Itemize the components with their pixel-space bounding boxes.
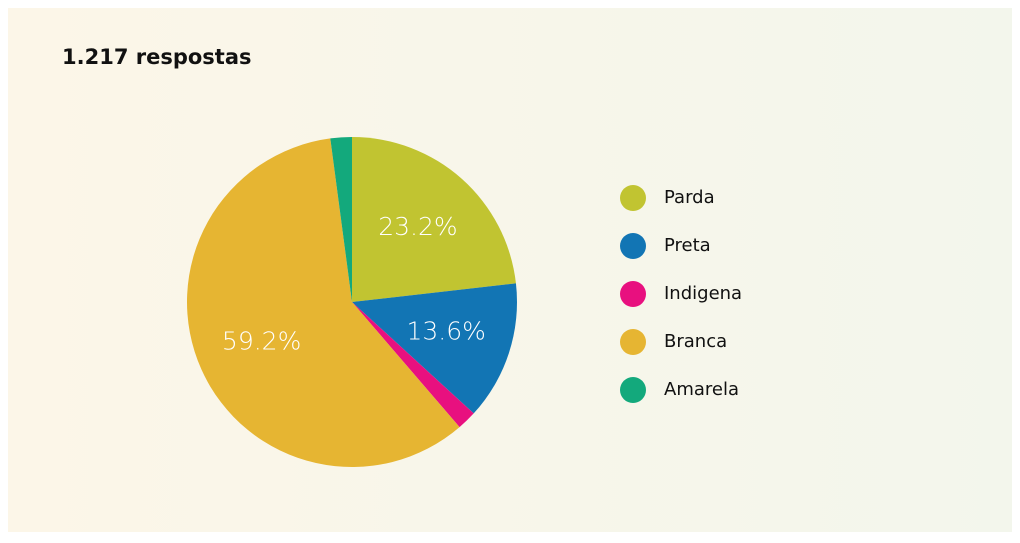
- legend-label: Preta: [664, 235, 711, 256]
- legend-swatch: [620, 185, 646, 211]
- pie-slice: [330, 137, 352, 302]
- legend-swatch: [620, 377, 646, 403]
- pie-slice: [352, 137, 516, 302]
- legend-swatch: [620, 281, 646, 307]
- legend-swatch: [620, 329, 646, 355]
- legend-label: Branca: [664, 331, 727, 352]
- legend-swatch: [620, 233, 646, 259]
- legend-label: Indigena: [664, 283, 742, 304]
- legend-label: Amarela: [664, 379, 739, 400]
- data-label: 59.2%: [222, 326, 301, 355]
- data-label: 23.2%: [378, 212, 457, 241]
- pie-slice: [352, 283, 517, 414]
- pie-slice: [352, 302, 474, 428]
- pie-slice: [187, 138, 460, 467]
- chart-title: 1.217 respostas: [62, 45, 252, 69]
- data-label: 13.6%: [406, 317, 485, 346]
- legend-label: Parda: [664, 187, 715, 208]
